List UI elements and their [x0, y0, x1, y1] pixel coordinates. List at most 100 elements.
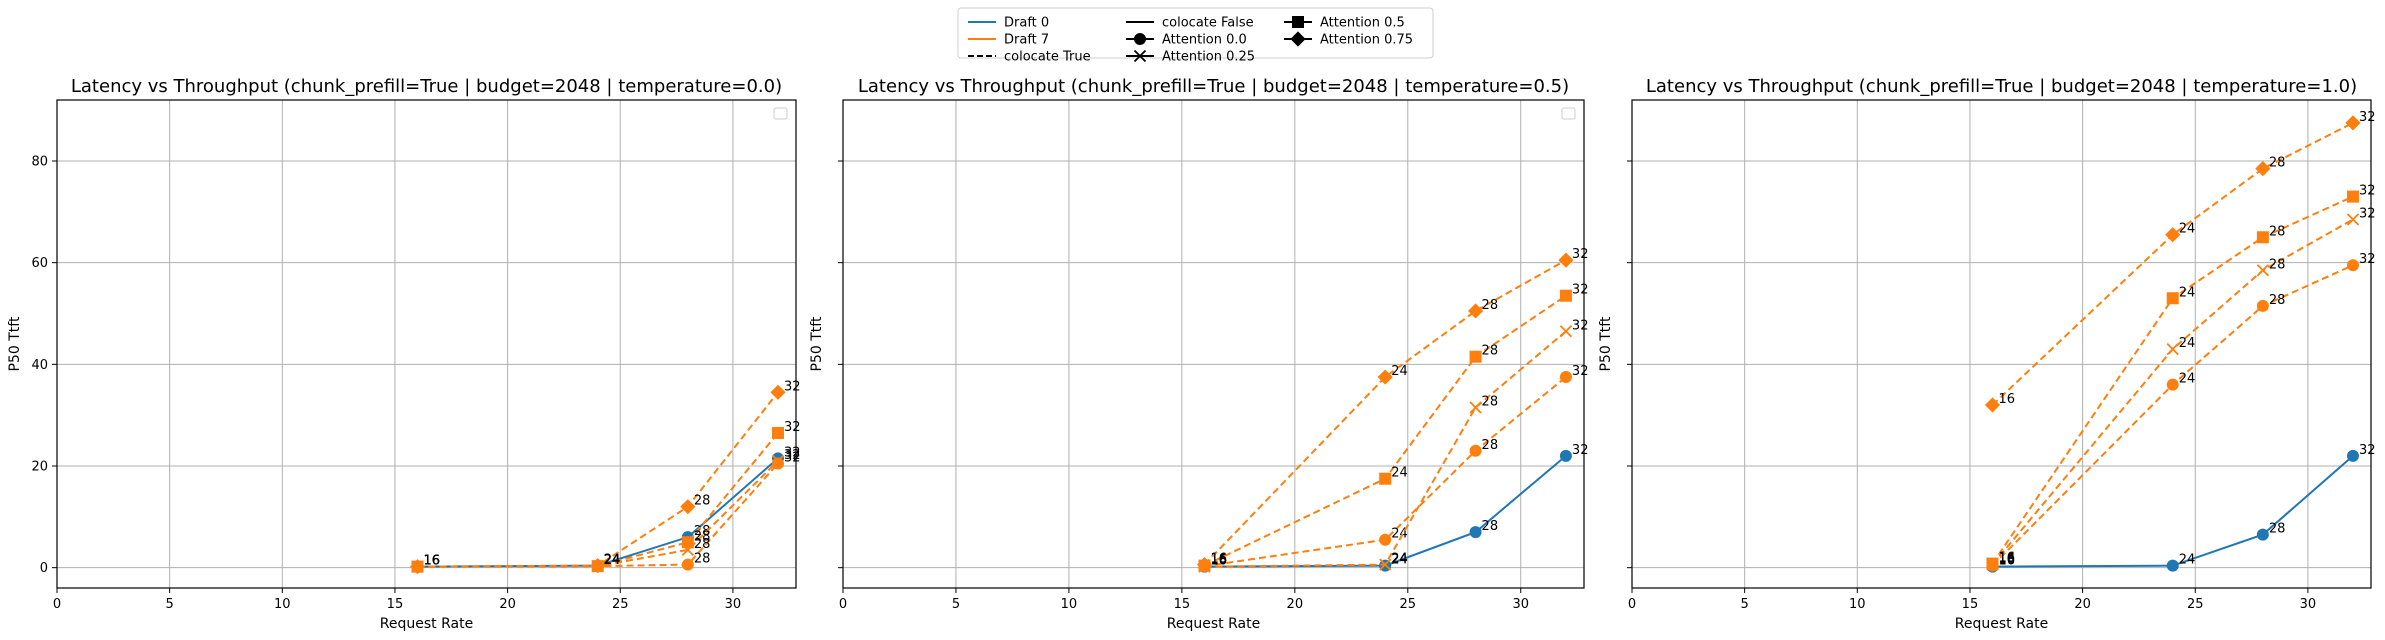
legend-marker	[1290, 31, 1306, 47]
point-label: 16	[1210, 554, 1227, 569]
legend-frame	[957, 7, 1434, 59]
data-point	[1469, 350, 1482, 363]
data-point	[2256, 528, 2269, 541]
point-label: 24	[2179, 285, 2196, 300]
point-label: 28	[694, 552, 711, 567]
point-label: 32	[1572, 443, 1589, 458]
point-label: 32	[2359, 252, 2376, 267]
point-label: 24	[2179, 372, 2196, 387]
x-tick-label: 20	[499, 597, 516, 612]
data-point	[680, 499, 696, 515]
point-label: 28	[694, 537, 711, 552]
legend-marker	[1292, 16, 1304, 28]
point-label: 32	[1572, 283, 1589, 298]
data-point	[2256, 264, 2269, 277]
series-line	[1203, 259, 1567, 566]
data-point	[2346, 213, 2360, 226]
series-draft-7-attention-0_25: 16 24 28 32	[1986, 206, 2376, 571]
series-draft-7-attention-0_75: 16 24 28 32	[1196, 247, 1589, 573]
subplot-title: Latency vs Throughput (chunk_prefill=Tru…	[71, 76, 782, 97]
point-label: 24	[2179, 222, 2196, 237]
point-label: 24	[1391, 527, 1408, 542]
axes-frame	[842, 99, 1585, 589]
y-axis-label: P50 Ttft	[809, 316, 825, 371]
point-label: 32	[1572, 247, 1589, 262]
x-tick-label: 20	[2074, 597, 2091, 612]
data-point	[2346, 259, 2359, 272]
point-label: 24	[1391, 552, 1408, 567]
data-point	[771, 426, 784, 439]
series-draft-7-attention-0_5: 16 24 28 32	[411, 420, 801, 573]
point-label: 16	[1998, 553, 2015, 568]
x-axis-label: Request Rate	[1167, 616, 1260, 632]
x-tick-label: 20	[1287, 597, 1304, 612]
data-point	[2166, 292, 2179, 305]
point-label: 28	[1482, 344, 1499, 359]
point-label: 28	[2269, 293, 2286, 308]
point-label: 24	[604, 553, 621, 568]
point-label: 24	[1391, 553, 1408, 568]
series-draft-7-attention-0_75: 16 24 28 32	[1984, 110, 2376, 413]
y-tick-label: 60	[31, 256, 48, 271]
point-label: 32	[2359, 184, 2376, 199]
x-tick-label: 25	[2187, 597, 2204, 612]
point-label: 28	[694, 529, 711, 544]
data-point	[1469, 401, 1482, 414]
x-tick-label: 30	[725, 597, 742, 612]
data-point	[1196, 557, 1213, 573]
data-point	[2166, 378, 2179, 391]
point-label: 28	[694, 494, 711, 509]
series-line	[417, 432, 779, 568]
x-tick-label: 0	[1628, 597, 1636, 612]
data-point	[2165, 227, 2181, 243]
subplots: 0 5 10 15 20 25 30 0 20 40 60 80 16 24 28 32 16 24 28 32 16 2…	[7, 76, 2376, 632]
data-point	[1559, 449, 1572, 462]
data-point	[2346, 190, 2359, 203]
series-line	[1991, 218, 2354, 566]
point-label: 28	[2269, 156, 2286, 171]
data-point	[681, 536, 694, 549]
series-draft-0-attention-0_0: 16 24 28 32	[1986, 443, 2376, 573]
y-axis-label: P50 Ttft	[7, 316, 23, 371]
legend-entry: Draft 0	[968, 16, 1049, 31]
data-point	[1379, 472, 1392, 485]
x-tick-label: 15	[1962, 597, 1979, 612]
x-tick-label: 15	[1174, 597, 1191, 612]
legend-entry: colocate False	[1126, 16, 1254, 31]
data-point	[1986, 557, 1999, 570]
legend-label: Draft 0	[1004, 16, 1049, 31]
point-label: 16	[423, 554, 440, 569]
data-point	[2346, 449, 2359, 462]
subplot-title: Latency vs Throughput (chunk_prefill=Tru…	[858, 76, 1569, 97]
point-label: 16	[1210, 553, 1227, 568]
data-point	[1379, 533, 1392, 546]
legend-label: Attention 0.25	[1162, 50, 1255, 65]
x-axis-label: Request Rate	[1955, 616, 2048, 632]
series-line	[417, 460, 779, 568]
legend-label: Draft 7	[1004, 33, 1049, 48]
point-label: 16	[1998, 392, 2015, 407]
point-label: 28	[2269, 522, 2286, 537]
point-label: 32	[1572, 364, 1589, 379]
legend-label: Attention 0.5	[1320, 16, 1405, 31]
point-label: 16	[1998, 554, 2015, 569]
series-draft-7-attention-0_0: 16 24 28 32	[1198, 364, 1589, 573]
x-tick-label: 15	[387, 597, 404, 612]
point-label: 32	[784, 420, 801, 435]
point-label: 16	[423, 554, 440, 569]
data-point	[1467, 303, 1484, 319]
legend-label: colocate True	[1004, 50, 1091, 65]
series-line	[1204, 455, 1567, 568]
x-tick-label: 5	[1741, 597, 1749, 612]
empty-legend-box	[773, 107, 788, 120]
data-point	[771, 457, 784, 470]
point-label: 16	[1998, 552, 2015, 567]
x-tick-label: 25	[612, 597, 629, 612]
series-line	[1992, 455, 2354, 568]
point-label: 16	[423, 554, 440, 569]
point-label: 28	[1482, 519, 1499, 534]
point-label: 28	[1482, 438, 1499, 453]
legend-entry: colocate True	[968, 50, 1091, 65]
